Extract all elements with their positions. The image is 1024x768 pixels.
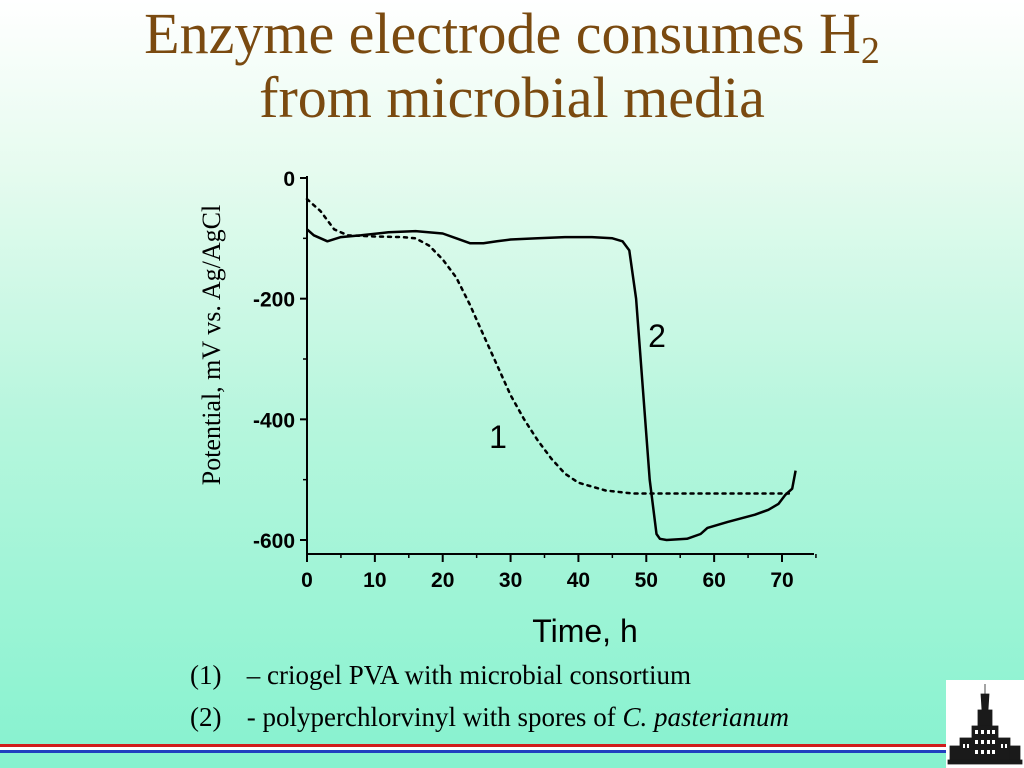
x-tick-label: 60 — [702, 569, 725, 592]
title-line-2: from microbial media — [259, 65, 765, 130]
x-tick-label: 30 — [499, 569, 522, 592]
chart-series — [305, 197, 797, 542]
caption-2-text: - polyperchlorvinyl with spores of — [240, 702, 623, 732]
title-line-1-text: Enzyme electrode consumes H — [144, 1, 861, 66]
series-line-2 — [306, 228, 797, 542]
series-line-1 — [305, 197, 791, 495]
flag-stripes — [0, 744, 948, 754]
title-subscript: 2 — [860, 30, 880, 72]
stripe-white — [0, 747, 948, 750]
y-axis-label: Potential, mV vs. Ag/AgCl — [197, 205, 226, 486]
caption-2: (2) - polyperchlorvinyl with spores of C… — [190, 702, 789, 733]
y-tick-label: -200 — [253, 289, 295, 312]
curve-label-1: 1 — [489, 419, 507, 455]
university-building-logo — [946, 680, 1024, 768]
caption-2-number: (2) — [190, 702, 222, 732]
x-tick-label: 40 — [567, 569, 590, 592]
caption-1-number: (1) — [190, 660, 222, 690]
chart-axes — [300, 176, 817, 562]
title-line-1: Enzyme electrode consumes H2 — [144, 1, 880, 71]
slide-title: Enzyme electrode consumes H2 from microb… — [0, 2, 1024, 130]
stripe-red — [0, 744, 948, 747]
x-tick-label: 50 — [635, 569, 658, 592]
caption-1: (1) – criogel PVA with microbial consort… — [190, 660, 691, 691]
curve-label-2: 2 — [648, 318, 666, 354]
x-tick-label: 20 — [431, 569, 454, 592]
stripe-blue — [0, 750, 948, 753]
y-tick-label: -400 — [253, 409, 295, 432]
caption-2-species: C. pasterianum — [622, 702, 789, 732]
chart-labels: 0 -200 -400 -600 0 10 20 30 40 50 60 70 Time, h Poten… — [197, 168, 794, 649]
x-axis-label: Time, h — [532, 613, 638, 649]
caption-1-text: – criogel PVA with microbial consortium — [240, 660, 691, 690]
x-tick-label: 70 — [770, 569, 793, 592]
x-tick-label: 10 — [363, 569, 386, 592]
y-tick-label: -600 — [253, 530, 295, 553]
x-tick-label: 0 — [301, 569, 313, 592]
y-tick-label: 0 — [283, 168, 295, 191]
